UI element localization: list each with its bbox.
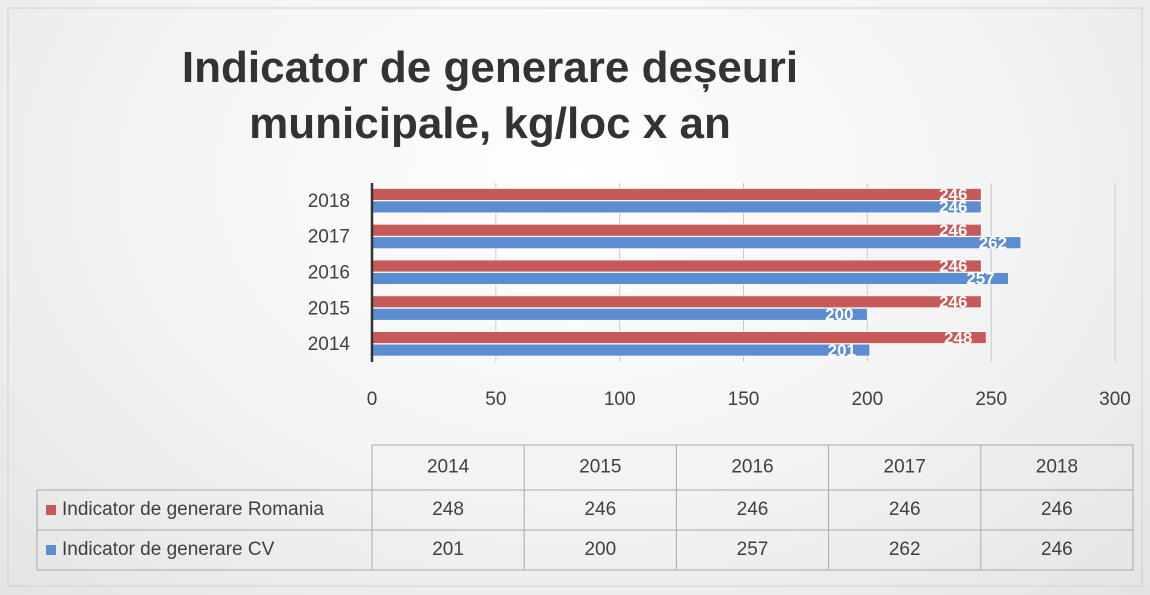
y-tick-label: 2018	[308, 191, 350, 212]
x-tick-label: 0	[367, 389, 378, 410]
x-tick-label: 300	[1099, 389, 1131, 410]
bar	[371, 236, 1022, 250]
legend-swatch	[46, 505, 56, 515]
data-label: 262	[979, 233, 1007, 252]
data-label: 200	[825, 305, 853, 324]
table-cell: 246	[737, 499, 769, 520]
bar	[371, 187, 982, 201]
table-header: 2018	[1036, 457, 1078, 478]
data-label: 248	[944, 328, 972, 347]
bar	[371, 259, 982, 273]
bar	[371, 272, 1009, 285]
border	[7, 7, 1143, 587]
table-cell: 200	[584, 539, 616, 560]
table-header: 2016	[731, 457, 773, 478]
table-cell: 201	[432, 539, 464, 560]
data-label: 201	[828, 341, 856, 360]
x-tick-label: 50	[485, 389, 506, 410]
data-label: 246	[939, 257, 967, 276]
bar	[371, 200, 982, 214]
data-label: 246	[939, 293, 967, 312]
data-label: 246	[939, 221, 967, 240]
data-label: 246	[939, 185, 967, 204]
table-header: 2014	[427, 457, 470, 478]
x-tick-label: 200	[851, 389, 883, 410]
x-tick-label: 100	[604, 389, 636, 410]
bar	[371, 223, 982, 237]
y-tick-label: 2014	[308, 334, 351, 355]
y-tick-label: 2015	[308, 298, 350, 319]
table-cell: 262	[889, 539, 921, 560]
data-label: 246	[939, 198, 967, 217]
bar	[371, 331, 987, 345]
y-tick-label: 2016	[308, 263, 350, 284]
bar	[371, 307, 868, 321]
legend-label: Indicator de generare CV	[62, 539, 275, 560]
table-header: 2017	[884, 457, 926, 478]
table-cell: 246	[1041, 539, 1073, 560]
x-tick-label: 150	[728, 389, 760, 410]
legend-swatch	[46, 545, 56, 555]
table-cell: 248	[432, 499, 464, 520]
bar	[371, 343, 871, 357]
bar	[371, 295, 982, 309]
table-cell: 257	[737, 539, 769, 560]
data-label: 257	[966, 269, 994, 288]
table-header: 2015	[579, 457, 621, 478]
x-tick-label: 250	[975, 389, 1007, 410]
table-cell: 246	[584, 499, 616, 520]
table-cell: 246	[889, 499, 921, 520]
chart-title: Indicator de generare deșeuri municipale…	[181, 43, 799, 148]
legend-label: Indicator de generare Romania	[62, 499, 324, 520]
y-tick-label: 2017	[308, 227, 350, 248]
table-cell: 246	[1041, 499, 1073, 520]
